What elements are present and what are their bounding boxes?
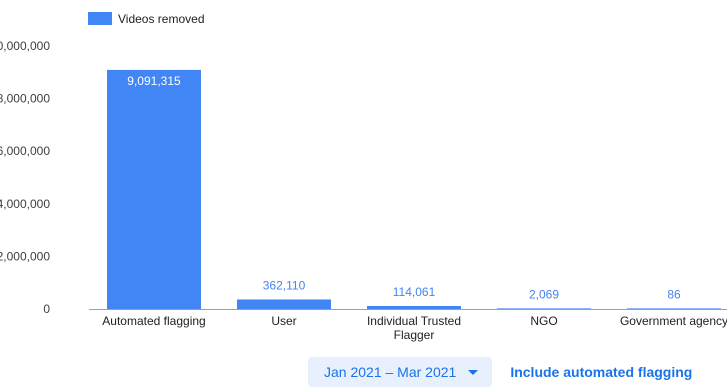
y-tick-label: 4,000,000: [0, 197, 50, 211]
data-label: 2,069: [529, 287, 559, 301]
data-label: 86: [667, 287, 681, 301]
data-labels: 9,091,315 362,110 114,061 2,069 86: [127, 74, 681, 302]
y-tick-label: 10,000,000: [0, 39, 50, 53]
include-automated-flagging-button[interactable]: Include automated flagging: [510, 364, 693, 380]
bars: [107, 69, 721, 310]
y-tick-label: 0: [43, 302, 50, 316]
x-tick-label: User: [271, 314, 296, 328]
x-tick-label: NGO: [530, 314, 557, 328]
data-label: 114,061: [393, 285, 436, 299]
y-axis: 0 2,000,000 4,000,000 6,000,000 8,000,000 10,…: [0, 39, 50, 316]
x-tick-label: Government agency: [620, 314, 727, 328]
bar[interactable]: [497, 308, 591, 309]
legend: Videos removed: [88, 12, 205, 26]
data-label: 9,091,315: [127, 74, 181, 88]
bar[interactable]: [627, 308, 721, 309]
date-range-dropdown[interactable]: Jan 2021 – Mar 2021: [308, 357, 493, 387]
bar[interactable]: [107, 69, 201, 310]
x-tick-label: Automated flagging: [102, 314, 205, 328]
bar-chart: Videos removed 0 2,000,000 4,000,000 6,000,…: [0, 12, 727, 342]
y-tick-label: 8,000,000: [0, 92, 50, 106]
y-tick-label: 6,000,000: [0, 144, 50, 158]
x-axis: Automated flagging User Individual Trusted…: [102, 314, 727, 342]
data-label: 362,110: [263, 278, 306, 292]
chart-controls: Jan 2021 – Mar 2021 Include automated fl…: [308, 357, 692, 387]
bar[interactable]: [367, 306, 461, 309]
legend-label: Videos removed: [118, 12, 205, 26]
bar[interactable]: [237, 299, 331, 309]
y-tick-label: 2,000,000: [0, 249, 50, 263]
legend-swatch: [88, 12, 112, 25]
caret-down-icon: [468, 369, 479, 375]
x-tick-label: Individual Trusted Flagger: [367, 314, 461, 342]
date-range-label: Jan 2021 – Mar 2021: [324, 364, 457, 380]
